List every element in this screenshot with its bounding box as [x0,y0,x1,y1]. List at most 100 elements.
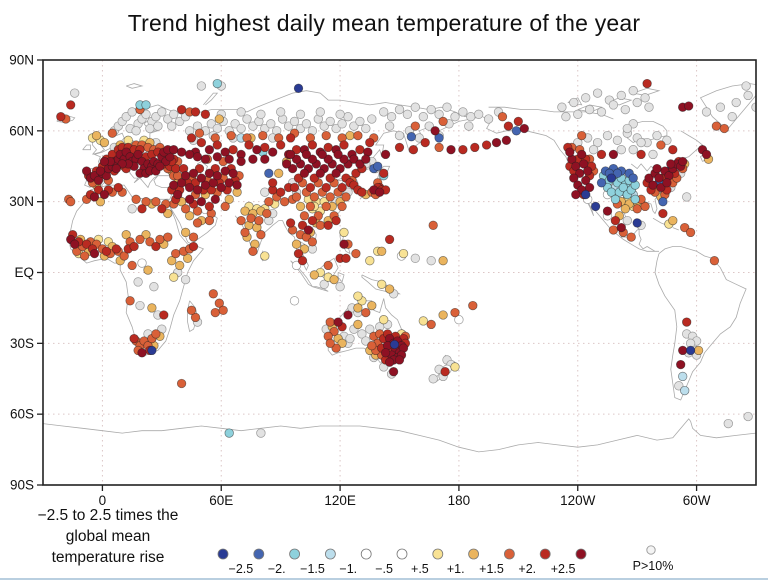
station-dot [418,316,428,326]
station-dot [741,81,751,91]
station-dot [228,145,238,155]
station-dot [458,107,468,117]
station-dot [212,78,222,89]
lat-tick-label: EQ [14,265,34,280]
station-dot [145,123,155,134]
station-dot [596,107,607,117]
station-dot [410,121,420,131]
station-dot [323,260,333,271]
station-dot [232,180,242,190]
station-dot [361,123,371,134]
legend-boundary-label: +2. [518,562,536,576]
station-dot [186,305,197,315]
station-dot [684,101,694,111]
station-dot [648,149,658,160]
station-dot [491,137,502,148]
station-dot [446,145,456,155]
station-dot [192,185,203,195]
station-dot [309,270,319,280]
station-dot [190,312,201,323]
station-dot [596,178,607,188]
station-dot [212,140,222,150]
lat-tick-label: 30N [9,194,34,209]
station-dot [606,173,617,183]
station-dot [658,197,668,207]
coastline [630,163,658,172]
station-dot [129,241,139,252]
station-dot [379,107,389,117]
station-dot [642,78,652,89]
station-dot [192,206,203,216]
station-dot [319,279,329,289]
station-dot [711,121,722,131]
coastline [654,246,747,401]
station-dot [264,168,274,178]
station-dot [339,239,349,249]
station-dot [188,168,199,178]
legend-description-line: −2.5 to 2.5 times the [37,507,179,524]
station-dot [95,166,106,176]
station-dot [224,194,234,204]
legend-boundary-label: +1. [447,562,465,576]
significance-label: P>10% [633,559,674,573]
legend-swatch [575,548,587,560]
coastline [82,144,91,151]
station-dot [159,310,169,320]
station-dot [212,152,222,162]
station-dot [169,145,179,155]
station-dot [379,168,389,178]
station-dot [321,201,331,212]
lat-tick-label: 90S [10,478,34,493]
station-dot [610,194,621,204]
station-dot [66,197,76,207]
station-dot [394,355,405,365]
station-dot [420,137,430,148]
station-dot [169,272,179,282]
station-dot [656,140,666,150]
station-dot [200,154,211,164]
station-dot [276,140,286,150]
station-dot [723,418,733,429]
station-dot [176,104,187,115]
station-dot [260,142,270,153]
station-dot [256,109,266,119]
station-dot [367,300,377,311]
station-dot [367,341,377,351]
station-dot [133,277,143,287]
lon-tick-label: 120W [560,493,596,508]
station-dot [133,149,143,160]
station-dot [212,171,222,181]
station-dot [596,149,607,160]
station-dot [321,182,331,193]
station-dot [339,227,349,238]
bottom-edge-strip [0,578,768,580]
station-dot [305,201,316,212]
station-dot [571,189,581,200]
station-dot [438,310,448,320]
station-dot [176,378,187,389]
station-dot [727,112,737,122]
station-dot [715,102,726,112]
lat-tick-label: 30S [10,336,34,351]
station-dot [685,345,696,356]
station-dot [147,303,157,313]
station-dot [668,215,678,226]
legend-swatch [217,548,229,560]
station-dot [268,178,278,188]
station-dot [357,187,367,197]
station-dot [402,109,413,119]
station-dot [176,147,187,157]
station-dot [155,161,165,171]
lon-tick-label: 60E [209,493,233,508]
station-dot [377,246,387,256]
legend-swatch [360,548,372,560]
station-dot [584,104,595,115]
station-dot [628,145,638,155]
station-dot [236,123,246,134]
station-dot [180,274,191,285]
station-dot [204,215,215,226]
station-dot [194,128,205,138]
station-dot [291,192,302,202]
station-dot [214,298,224,308]
station-dot [434,109,444,119]
